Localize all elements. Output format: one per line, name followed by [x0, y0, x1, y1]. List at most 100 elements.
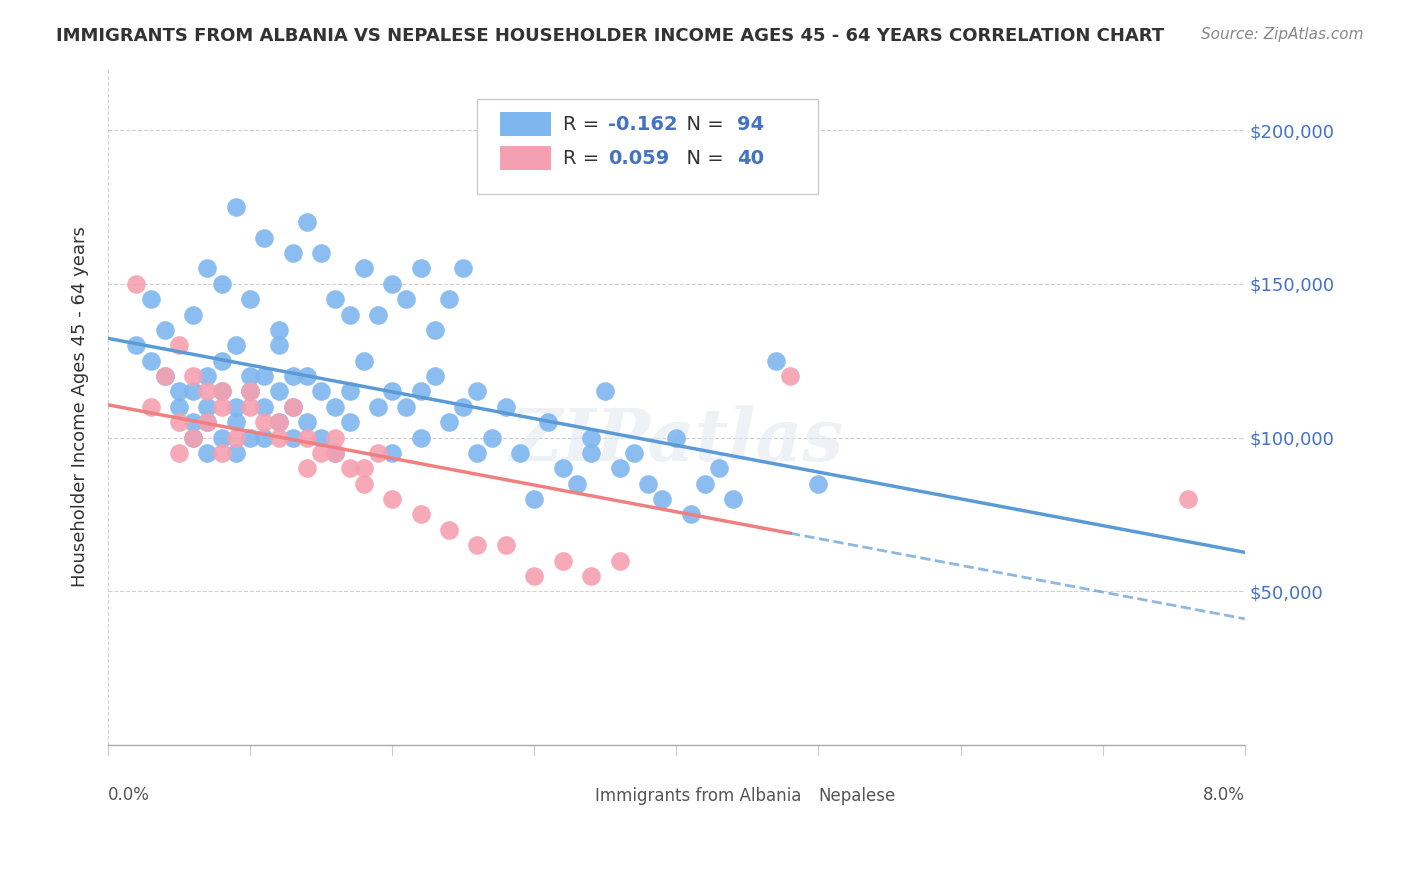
Point [267, 323, 290, 337]
Point [595, 384, 617, 399]
Point [467, 384, 489, 399]
Point [437, 415, 460, 429]
Point [367, 446, 389, 460]
Point [267, 384, 290, 399]
Point [623, 446, 645, 460]
Point [253, 431, 276, 445]
Point [481, 431, 503, 445]
Text: N =: N = [673, 115, 730, 134]
Point [395, 292, 418, 306]
Point [353, 261, 375, 276]
Point [693, 476, 716, 491]
Point [325, 446, 347, 460]
Point [325, 446, 347, 460]
Point [197, 400, 219, 414]
Point [211, 277, 233, 291]
Point [537, 415, 560, 429]
Point [211, 384, 233, 399]
Text: R =: R = [562, 115, 605, 134]
Point [325, 431, 347, 445]
Point [579, 569, 602, 583]
Point [1177, 492, 1199, 507]
Text: 0.0%: 0.0% [108, 786, 150, 804]
Point [295, 415, 318, 429]
Point [779, 369, 801, 384]
Point [437, 292, 460, 306]
Point [139, 400, 162, 414]
Point [551, 553, 574, 567]
Point [423, 369, 446, 384]
Point [167, 400, 190, 414]
Point [281, 400, 304, 414]
Point [211, 431, 233, 445]
Point [253, 400, 276, 414]
Y-axis label: Householder Income Ages 45 - 64 years: Householder Income Ages 45 - 64 years [72, 227, 89, 587]
Point [267, 431, 290, 445]
Point [139, 292, 162, 306]
Point [495, 538, 517, 552]
Point [409, 508, 432, 522]
FancyBboxPatch shape [501, 145, 551, 170]
Text: R =: R = [562, 149, 605, 168]
Text: Source: ZipAtlas.com: Source: ZipAtlas.com [1201, 27, 1364, 42]
Point [353, 353, 375, 368]
Point [495, 400, 517, 414]
Point [309, 431, 332, 445]
Text: 0.059: 0.059 [609, 149, 669, 168]
Point [253, 415, 276, 429]
Point [579, 446, 602, 460]
Point [181, 431, 204, 445]
Point [451, 400, 474, 414]
Point [609, 461, 631, 475]
Text: Immigrants from Albania: Immigrants from Albania [595, 787, 801, 805]
Point [239, 292, 262, 306]
Point [309, 246, 332, 260]
Point [309, 446, 332, 460]
Point [551, 461, 574, 475]
Point [239, 384, 262, 399]
Point [565, 476, 588, 491]
Point [309, 384, 332, 399]
Point [325, 400, 347, 414]
Point [367, 400, 389, 414]
Point [665, 431, 688, 445]
Point [339, 415, 361, 429]
Point [409, 384, 432, 399]
Point [153, 369, 176, 384]
Point [181, 384, 204, 399]
Point [353, 461, 375, 475]
Point [239, 369, 262, 384]
Point [225, 431, 247, 445]
Point [197, 415, 219, 429]
Text: 94: 94 [737, 115, 763, 134]
Point [409, 431, 432, 445]
Point [267, 338, 290, 352]
Point [579, 431, 602, 445]
Point [765, 353, 787, 368]
Point [281, 400, 304, 414]
Point [281, 369, 304, 384]
Point [225, 446, 247, 460]
Point [181, 308, 204, 322]
Point [225, 415, 247, 429]
Point [281, 246, 304, 260]
Point [167, 338, 190, 352]
Point [395, 400, 418, 414]
Point [197, 446, 219, 460]
Point [181, 431, 204, 445]
Point [125, 277, 148, 291]
Point [181, 415, 204, 429]
Point [651, 492, 673, 507]
Point [679, 508, 702, 522]
FancyBboxPatch shape [762, 786, 807, 806]
Point [295, 431, 318, 445]
Point [295, 461, 318, 475]
Point [239, 431, 262, 445]
Point [267, 415, 290, 429]
Point [153, 369, 176, 384]
Point [523, 569, 546, 583]
Point [197, 261, 219, 276]
Point [381, 492, 404, 507]
Point [153, 323, 176, 337]
Point [197, 369, 219, 384]
